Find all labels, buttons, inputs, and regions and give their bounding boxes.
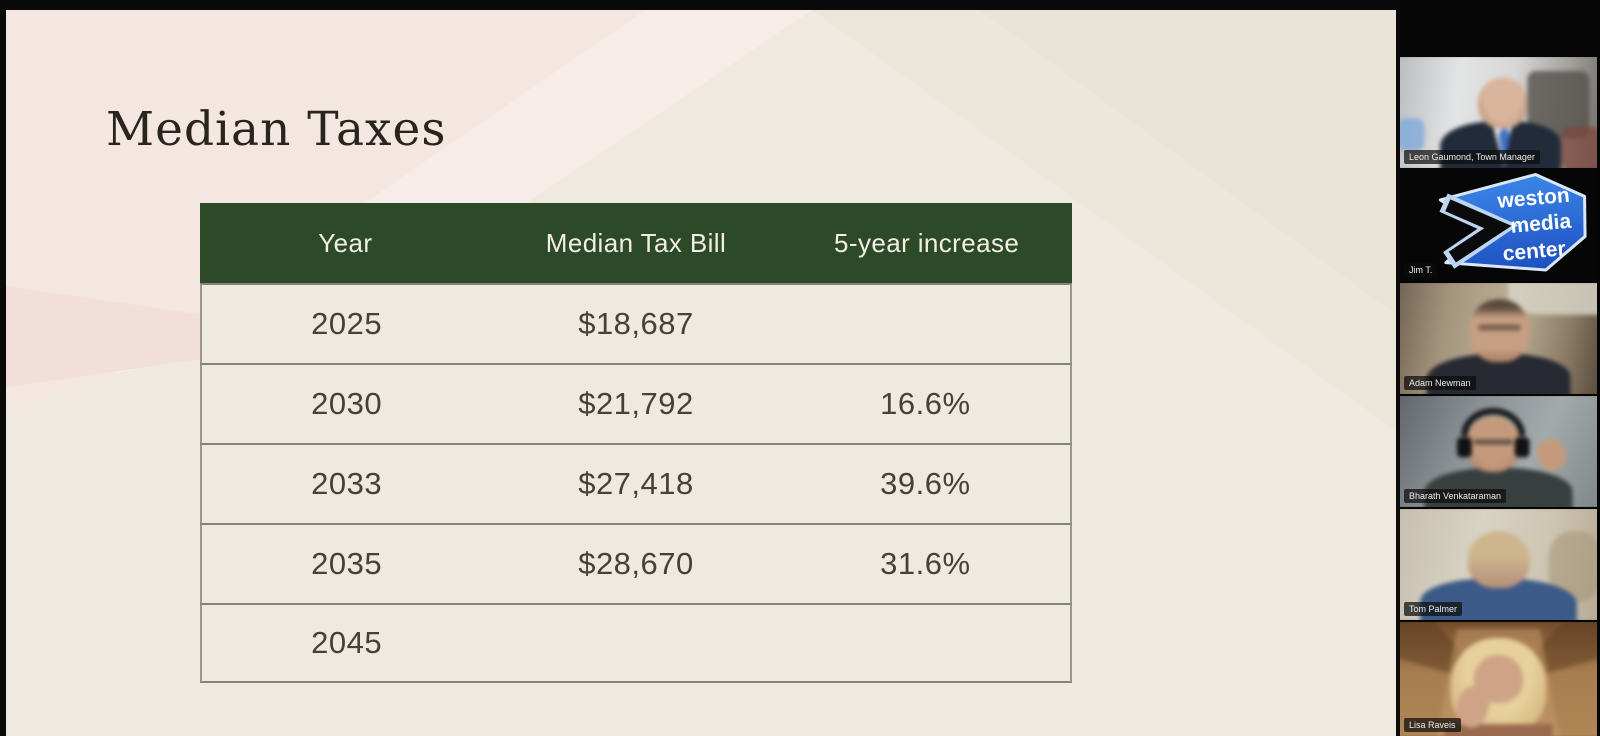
video-thumbnail xyxy=(1400,283,1597,394)
increase-cell xyxy=(781,605,1070,681)
participant-name: Lisa Raveis xyxy=(1404,718,1461,732)
slide-title: Median Taxes xyxy=(106,102,447,157)
video-tile-adam-newman[interactable]: Adam Newman xyxy=(1400,283,1597,394)
weston-media-center-logo: weston media center xyxy=(1438,173,1587,272)
video-tile-jim-t[interactable]: weston media center Jim T. xyxy=(1400,170,1597,281)
table-row: 2033 $27,418 39.6% xyxy=(200,443,1072,523)
column-header-5-year-increase: 5-year increase xyxy=(834,227,1020,258)
video-tile-tom-palmer[interactable]: Lisa Raveis Tom Palmer xyxy=(1400,509,1597,620)
video-thumbnail: weston media center xyxy=(1400,170,1597,281)
table-row: 2035 $28,670 31.6% xyxy=(200,523,1072,603)
participant-name: Jim T. xyxy=(1404,263,1438,277)
column-header-year: Year xyxy=(318,227,373,258)
year-cell: 2035 xyxy=(311,546,383,581)
column-header-median-tax-bill: Median Tax Bill xyxy=(545,227,727,258)
table-row: 2030 $21,792 16.6% xyxy=(200,363,1072,443)
participant-name: Leon Gaumond, Town Manager xyxy=(1404,150,1540,164)
svg-text:center: center xyxy=(1502,237,1567,265)
increase-cell: 31.6% xyxy=(880,546,971,581)
shared-screen-area: Median Taxes Year Median Tax Bill 5-year… xyxy=(6,10,1396,736)
participant-name: Tom Palmer xyxy=(1404,602,1463,616)
bill-cell: $27,418 xyxy=(578,466,694,501)
bill-cell: $21,792 xyxy=(578,386,694,421)
increase-cell: 16.6% xyxy=(880,386,971,421)
year-cell: 2033 xyxy=(311,466,383,501)
increase-cell xyxy=(781,285,1070,363)
table-row: 2045 xyxy=(200,603,1072,683)
participant-name: Adam Newman xyxy=(1404,376,1476,390)
slide: Median Taxes Year Median Tax Bill 5-year… xyxy=(6,10,1396,736)
bill-cell: $18,687 xyxy=(578,306,694,341)
median-taxes-table: Year Median Tax Bill 5-year increase 202… xyxy=(200,203,1072,683)
video-tile-lisa-raveis[interactable]: Lisa Raveis xyxy=(1400,622,1597,736)
table-row: 2025 $18,687 xyxy=(200,283,1072,363)
video-thumbnail xyxy=(1400,396,1597,507)
table-header-row: Year Median Tax Bill 5-year increase xyxy=(200,203,1072,283)
year-cell: 2030 xyxy=(311,386,383,421)
participants-strip: Leon Gaumond, Town Manager weston xyxy=(1400,0,1600,736)
video-tile-bharath-venkataraman[interactable]: Bharath Venkataraman xyxy=(1400,396,1597,507)
year-cell: 2025 xyxy=(311,306,383,341)
video-tile-leon-gaumond[interactable]: Leon Gaumond, Town Manager xyxy=(1400,57,1597,168)
video-thumbnail xyxy=(1400,509,1597,620)
svg-text:media: media xyxy=(1510,210,1573,238)
bill-cell xyxy=(491,605,780,681)
participant-name: Bharath Venkataraman xyxy=(1404,489,1507,503)
bill-cell: $28,670 xyxy=(578,546,694,581)
year-cell: 2045 xyxy=(311,625,383,660)
increase-cell: 39.6% xyxy=(880,466,971,501)
video-thumbnail xyxy=(1400,622,1597,736)
